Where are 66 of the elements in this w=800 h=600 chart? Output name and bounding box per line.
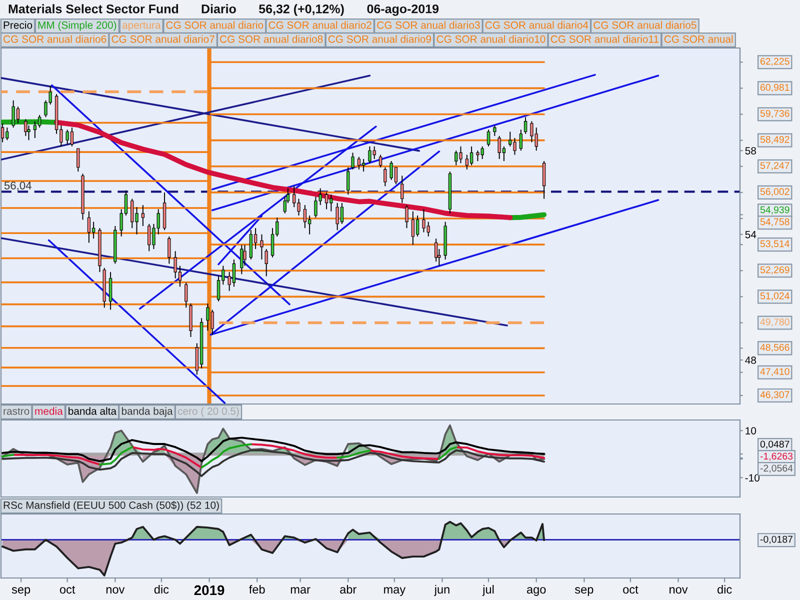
x-tick-label: oct	[623, 586, 638, 594]
text: CG SOR anual diario7	[112, 35, 214, 43]
text: CG SOR anual diario	[166, 21, 264, 29]
text: 48,566	[760, 344, 790, 352]
text: media	[35, 407, 63, 415]
text: 49,780	[760, 318, 790, 327]
text: -1,6263	[760, 452, 793, 461]
x-tick-label: jul	[482, 584, 494, 596]
x-tick-label: abr	[340, 584, 356, 594]
y-tick-label: -10	[745, 474, 760, 482]
text: 06-ago-2019	[367, 4, 439, 16]
text: 54,758	[760, 218, 790, 226]
text: Precio	[4, 21, 32, 29]
x-tick-label: ago	[527, 587, 546, 596]
text: 54,939	[760, 206, 790, 214]
x-tick-label: 2019	[194, 585, 224, 596]
series-label: RSc Mansfield (EEUU 500 Cash (50$)) (52 10)	[4, 501, 219, 511]
text: -2,0564	[760, 464, 793, 473]
text: 52,269	[760, 266, 790, 274]
text: CG SOR anual diario8	[220, 35, 323, 43]
y-tick-label: 58	[745, 147, 756, 154]
text: -0,0187	[760, 536, 792, 544]
text: CG SOR anual diario11	[550, 35, 659, 43]
chart-title: Materials Select Sector Fund	[8, 4, 178, 14]
text: CG SOR anual diario2	[268, 21, 372, 29]
text: CG SOR anual diario6	[4, 35, 106, 43]
x-tick-label: sep	[574, 587, 594, 596]
x-tick-label: feb	[249, 584, 265, 594]
text: 47,410	[760, 368, 790, 376]
text: 62,225	[760, 58, 790, 66]
text: CG SOR anual diario3	[377, 21, 480, 29]
text: 46,307	[760, 391, 790, 400]
x-tick-label: may	[384, 587, 406, 596]
text: cero ( 20 0.5)	[178, 407, 239, 417]
y-tick-label: 10	[746, 427, 756, 434]
x-tick-label: dic	[154, 584, 169, 594]
text: rastro	[4, 408, 30, 415]
text: 56,32 (+0,12%)	[259, 4, 344, 16]
x-tick-label: nov	[670, 587, 688, 594]
x-tick-label: oct	[60, 586, 76, 594]
text: banda baja	[122, 407, 173, 417]
y-tick-label: 54	[745, 230, 756, 238]
text: CG SOR anual diario5	[594, 21, 696, 29]
chart-subtitle: Diario	[202, 4, 236, 14]
x-tick-label: dic	[718, 584, 732, 594]
text: apertura	[122, 22, 161, 31]
ref-line-label: 56,04	[4, 182, 32, 191]
text: 59,736	[760, 110, 790, 118]
x-tick-label: jun	[434, 584, 450, 596]
text: CG SOR anual	[664, 35, 733, 43]
x-tick-label: mar	[290, 587, 310, 594]
text: banda alta	[68, 407, 117, 415]
text: 56,002	[760, 188, 790, 196]
text: 0,0487	[760, 440, 790, 449]
x-tick-label: sep	[12, 587, 30, 596]
text: 58,492	[760, 136, 790, 144]
text: 57,247	[760, 162, 790, 170]
text: 51,024	[760, 292, 790, 300]
text: 53,514	[760, 240, 790, 248]
text: 60,981	[760, 84, 790, 92]
text: CG SOR anual diario9	[328, 35, 432, 43]
text: MM (Simple 200)	[38, 21, 116, 31]
text: CG SOR anual diario4	[485, 21, 588, 29]
text: CG SOR anual diario10	[436, 35, 546, 43]
x-tick-label: nov	[106, 587, 125, 594]
y-tick-label: 48	[745, 356, 756, 364]
